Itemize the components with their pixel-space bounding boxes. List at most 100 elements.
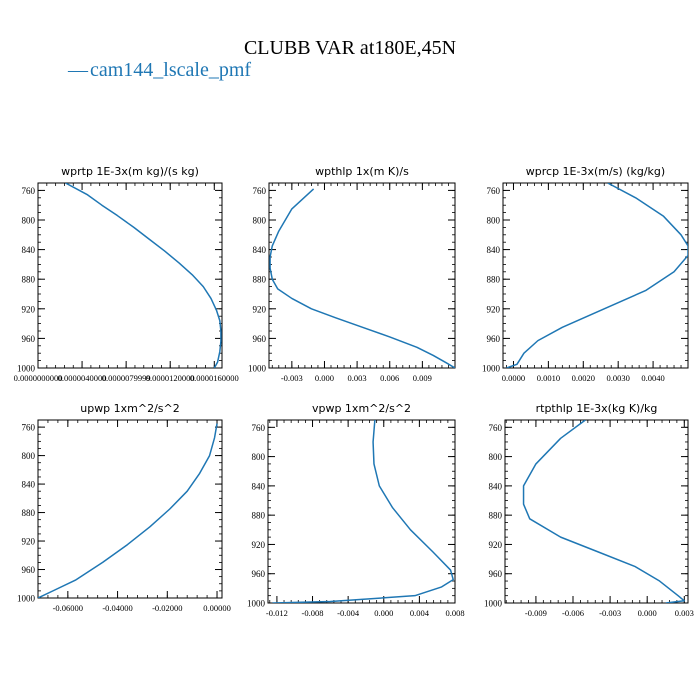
x-tick-label: 0.008: [445, 608, 464, 618]
y-tick-label: 960: [252, 569, 266, 579]
y-tick-label: 880: [22, 508, 36, 518]
y-tick-label: 760: [489, 423, 503, 433]
y-tick-label: 840: [253, 245, 267, 255]
y-tick-label: 800: [22, 216, 36, 226]
x-tick-label: 0.0020: [572, 373, 595, 383]
figure-title: CLUBB VAR at180E,45N: [244, 37, 456, 59]
y-tick-label: 760: [22, 186, 36, 196]
x-tick-label: 0.0000079999: [102, 373, 151, 383]
x-tick-label: -0.003: [599, 608, 621, 618]
series-line: [269, 188, 455, 368]
plot-frame: [504, 419, 689, 604]
series-line: [65, 183, 222, 368]
x-tick-label: 0.003: [348, 373, 367, 383]
y-tick-label: 1000: [482, 364, 501, 374]
y-tick-label: 1000: [247, 599, 266, 609]
chart-panel-4: upwp 1xm^2/s^2 760 800 840 880 920 960 1000 -0.0…: [17, 402, 231, 613]
y-tick-label: 760: [253, 186, 267, 196]
y-tick-label: 960: [487, 334, 501, 344]
chart-panel-6: rtpthlp 1E-3x(kg K)/kg 760 800 840 880 920 960…: [484, 402, 694, 618]
x-tick-label: -0.006: [562, 608, 584, 618]
x-tick-label: 0.0030: [607, 373, 630, 383]
plot-frame: [37, 182, 223, 369]
x-tick-label: 0.0010: [537, 373, 560, 383]
y-tick-label: 920: [253, 304, 267, 314]
panel-title: wprtp 1E-3x(m kg)/(s kg): [61, 165, 199, 178]
y-tick-label: 800: [487, 216, 501, 226]
y-tick-label: 1000: [484, 599, 503, 609]
y-tick-label: 800: [252, 452, 266, 462]
x-tick-label: 0.009: [413, 373, 432, 383]
y-tick-label: 760: [22, 423, 36, 433]
plot-frame: [267, 419, 456, 604]
y-tick-label: 760: [252, 423, 266, 433]
y-tick-label: 800: [22, 451, 36, 461]
legend-label: cam144_lscale_pmf: [90, 59, 251, 81]
x-tick-label: 0.0000120000: [146, 373, 195, 383]
y-tick-label: 960: [22, 565, 36, 575]
plot-frame: [37, 419, 223, 599]
chart-panel-1: wprtp 1E-3x(m kg)/(s kg) 760 800 840 880 920 9…: [14, 165, 239, 383]
y-tick-label: 920: [489, 540, 503, 550]
x-tick-label: 0.006: [380, 373, 399, 383]
x-tick-label: -0.009: [525, 608, 547, 618]
y-tick-label: 920: [487, 304, 501, 314]
x-tick-label: 0.0000160000: [190, 373, 239, 383]
panel-title: wpthlp 1x(m K)/s: [315, 165, 409, 178]
x-tick-label: -0.04000: [102, 603, 132, 613]
panel-title: upwp 1xm^2/s^2: [80, 402, 180, 415]
y-tick-label: 880: [22, 275, 36, 285]
x-tick-label: 0.0040: [641, 373, 664, 383]
y-tick-label: 840: [487, 245, 501, 255]
x-tick-label: 0.003: [675, 608, 694, 618]
x-tick-label: 0.0000000000: [14, 373, 63, 383]
series-line: [38, 423, 218, 598]
chart-panel-3: wprcp 1E-3x(m/s) (kg/kg) 760 800 840 880 920 9…: [482, 165, 689, 383]
panel-title: wprcp 1E-3x(m/s) (kg/kg): [526, 165, 665, 178]
chart-panel-5: vpwp 1xm^2/s^27608008408809209601000-0.0…: [247, 402, 465, 618]
x-tick-label: 0.0000040000: [58, 373, 107, 383]
y-tick-label: 840: [489, 481, 503, 491]
x-tick-label: 0.00000: [203, 603, 231, 613]
y-tick-label: 960: [253, 334, 267, 344]
x-tick-label: 0.000: [315, 373, 334, 383]
y-tick-label: 800: [253, 216, 267, 226]
plot-frame: [268, 182, 456, 369]
x-tick-label: -0.003: [281, 373, 303, 383]
y-tick-label: 760: [487, 186, 501, 196]
y-tick-label: 880: [253, 275, 267, 285]
y-tick-label: 920: [22, 304, 36, 314]
x-tick-label: -0.012: [266, 608, 288, 618]
y-tick-label: 920: [22, 537, 36, 547]
y-tick-label: 840: [252, 481, 266, 491]
series-line: [522, 420, 686, 603]
y-tick-label: 1000: [17, 364, 36, 374]
y-tick-label: 1000: [17, 594, 36, 604]
x-tick-label: 0.004: [410, 608, 430, 618]
chart-panels: wprtp 1E-3x(m kg)/(s kg) 760 800 840 880 920 9…: [14, 165, 694, 618]
y-tick-label: 960: [22, 334, 36, 344]
x-tick-label: -0.008: [302, 608, 324, 618]
y-tick-label: 960: [489, 569, 503, 579]
x-tick-label: -0.06000: [53, 603, 83, 613]
x-tick-label: 0.0000: [502, 373, 525, 383]
y-tick-label: 800: [489, 452, 503, 462]
x-tick-label: -0.004: [337, 608, 360, 618]
figure-legend: — cam144_lscale_pmf: [67, 59, 251, 81]
chart-panel-2: wpthlp 1x(m K)/s 760 800 840 880 920 960 1000 -0…: [248, 165, 456, 383]
panel-title: rtpthlp 1E-3x(kg K)/kg: [536, 402, 658, 415]
y-tick-label: 840: [22, 245, 36, 255]
y-tick-label: 840: [22, 480, 36, 490]
series-line: [506, 183, 688, 368]
x-tick-label: 0.000: [374, 608, 393, 618]
plot-frame: [502, 182, 689, 369]
x-tick-label: -0.02000: [152, 603, 182, 613]
y-tick-label: 880: [489, 511, 503, 521]
y-tick-label: 880: [487, 275, 501, 285]
panel-title: vpwp 1xm^2/s^2: [312, 402, 411, 415]
series-line: [272, 420, 454, 603]
x-tick-label: 0.000: [638, 608, 657, 618]
y-tick-label: 1000: [248, 364, 267, 374]
y-tick-label: 920: [252, 540, 266, 550]
